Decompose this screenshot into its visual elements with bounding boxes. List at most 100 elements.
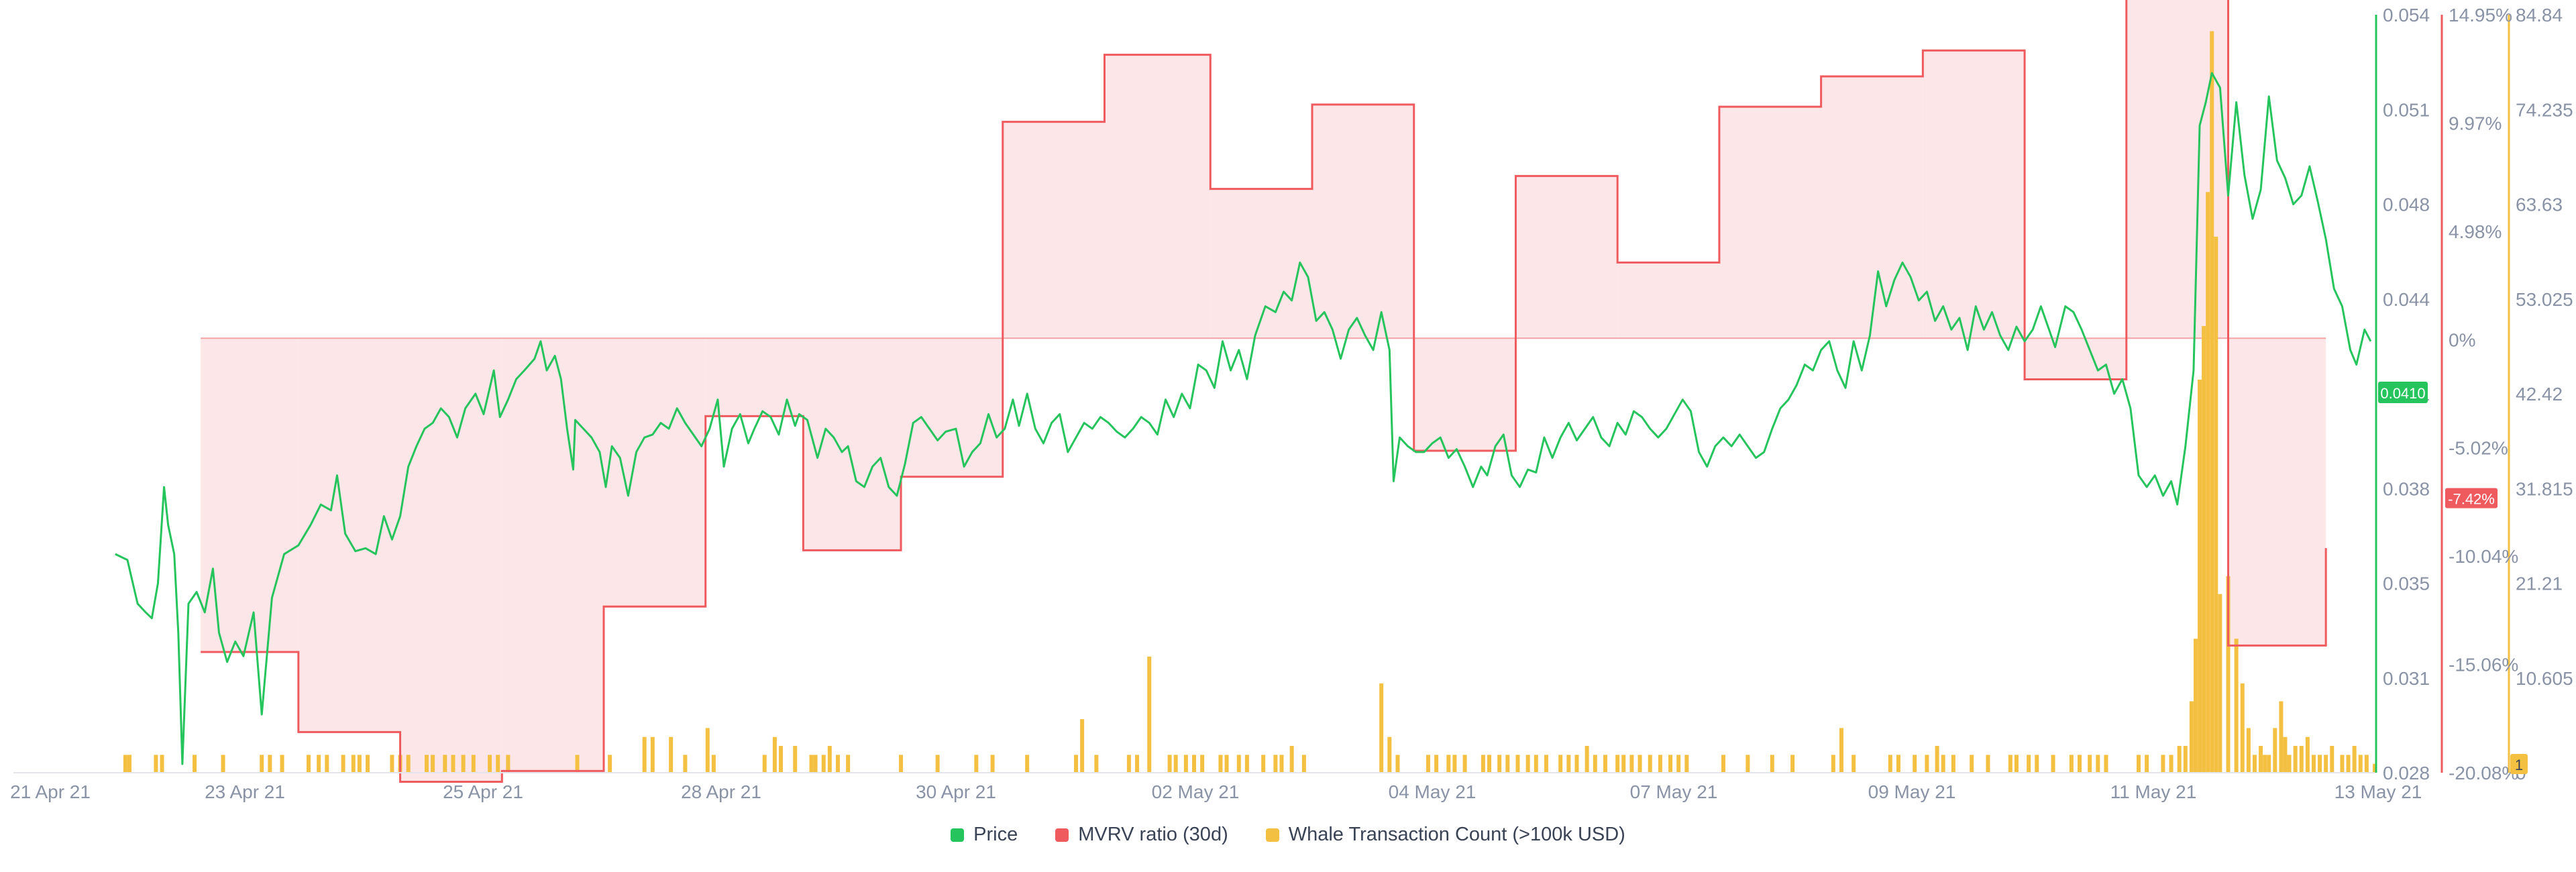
whale-bar bbox=[2352, 746, 2357, 773]
whale-bar bbox=[1236, 755, 1241, 773]
whale-bar bbox=[2014, 755, 2019, 773]
mvrv-tick-label: 4.98% bbox=[2449, 221, 2502, 242]
x-tick-label: 25 Apr 21 bbox=[443, 781, 523, 802]
whale-bar bbox=[1462, 755, 1467, 773]
whale-bar bbox=[506, 755, 511, 773]
whale-tick-label: 74.235 bbox=[2516, 99, 2573, 120]
whale-bar bbox=[221, 755, 225, 773]
whale-bar bbox=[1896, 755, 1900, 773]
whale-bar bbox=[2145, 755, 2149, 773]
whale-tick-label: 42.42 bbox=[2516, 384, 2563, 404]
whale-bar bbox=[471, 755, 476, 773]
whale-bar bbox=[1224, 755, 1229, 773]
whale-bar bbox=[1941, 755, 1945, 773]
x-tick-label: 09 May 21 bbox=[1868, 781, 1956, 802]
mvrv-line bbox=[201, 0, 2327, 783]
whale-bar bbox=[2252, 755, 2257, 773]
mvrv-fill-segment bbox=[2228, 338, 2326, 646]
whale-bar bbox=[772, 737, 777, 773]
whale-bar bbox=[2137, 755, 2141, 773]
whale-bar bbox=[1585, 746, 1589, 773]
whale-bar bbox=[1192, 755, 1196, 773]
price-tick-label: 0.031 bbox=[2383, 668, 2430, 689]
whale-bar bbox=[1629, 755, 1634, 773]
whale-bar bbox=[990, 755, 995, 773]
whale-bar bbox=[2193, 639, 2198, 773]
whale-tick-label: 21.21 bbox=[2516, 574, 2563, 594]
whale-bar bbox=[1534, 755, 1538, 773]
legend-item-price[interactable]: Price bbox=[951, 824, 1018, 846]
whale-bar bbox=[1913, 755, 1917, 773]
whale-bar bbox=[2273, 728, 2277, 773]
whale-bar bbox=[1648, 755, 1652, 773]
legend-item-mvrv[interactable]: MVRV ratio (30d) bbox=[1055, 824, 1228, 846]
x-tick-label: 04 May 21 bbox=[1389, 781, 1477, 802]
whale-bar bbox=[650, 737, 655, 773]
whale-bar bbox=[1218, 755, 1223, 773]
price-tick-label: 0.035 bbox=[2383, 574, 2430, 594]
whale-bar bbox=[1790, 755, 1795, 773]
whale-bar bbox=[1935, 746, 1939, 773]
whale-bar bbox=[1301, 755, 1306, 773]
whale-bar bbox=[2214, 236, 2218, 773]
whale-bar bbox=[2287, 755, 2292, 773]
whale-bar bbox=[193, 755, 197, 773]
whale-bar bbox=[2189, 701, 2194, 773]
whale-bar bbox=[154, 755, 158, 773]
whale-bar bbox=[2008, 755, 2012, 773]
whale-bar bbox=[1434, 755, 1439, 773]
mvrv-fill-segment bbox=[1617, 262, 1719, 339]
legend-swatch-mvrv bbox=[1055, 828, 1069, 842]
whale-bar bbox=[2183, 746, 2188, 773]
whale-bar bbox=[1426, 755, 1430, 773]
price-line bbox=[115, 72, 2372, 765]
whale-bar bbox=[2226, 576, 2231, 773]
whale-bar bbox=[1481, 755, 1485, 773]
whale-bar bbox=[2283, 737, 2288, 773]
mvrv-fill-layer bbox=[201, 0, 2326, 782]
whale-bar bbox=[2035, 755, 2039, 773]
axes-layer bbox=[13, 15, 2510, 773]
whale-bar bbox=[2198, 379, 2202, 773]
whale-bar bbox=[2161, 755, 2165, 773]
whale-bar bbox=[1289, 746, 1294, 773]
whale-bar bbox=[2267, 755, 2271, 773]
whale-bar bbox=[2373, 763, 2377, 773]
price-tick-label: 0.038 bbox=[2383, 478, 2430, 499]
whale-bar bbox=[1658, 755, 1662, 773]
whale-tick-label: 53.025 bbox=[2516, 289, 2573, 310]
whale-bar bbox=[642, 737, 647, 773]
legend-item-whale[interactable]: Whale Transaction Count (>100k USD) bbox=[1265, 824, 1625, 846]
whale-bar bbox=[683, 755, 688, 773]
whale-bar bbox=[935, 755, 940, 773]
whale-bar bbox=[1558, 755, 1563, 773]
whale-bar bbox=[2340, 755, 2345, 773]
whale-bar bbox=[2069, 755, 2074, 773]
mvrv-fill-segment bbox=[1002, 121, 1105, 339]
whale-bar bbox=[2104, 755, 2108, 773]
whale-bar bbox=[443, 755, 447, 773]
whale-bar bbox=[1668, 755, 1673, 773]
whale-current-badge bbox=[2510, 754, 2528, 774]
x-tick-label: 30 Apr 21 bbox=[916, 781, 996, 802]
whale-bar bbox=[821, 755, 826, 773]
whale-bar bbox=[2330, 746, 2334, 773]
x-tick-label: 11 May 21 bbox=[2110, 781, 2197, 802]
whale-bar bbox=[1721, 755, 1725, 773]
whale-bar bbox=[1593, 755, 1597, 773]
whale-bar bbox=[2206, 192, 2210, 773]
whale-bar bbox=[1094, 755, 1099, 773]
legend-label-mvrv: MVRV ratio (30d) bbox=[1078, 824, 1228, 845]
whale-bar bbox=[357, 755, 362, 773]
whale-bar bbox=[1970, 755, 1974, 773]
whale-bar bbox=[1851, 755, 1856, 773]
whale-bar bbox=[341, 755, 345, 773]
whale-bar bbox=[575, 755, 580, 773]
whale-bar bbox=[1986, 755, 1990, 773]
x-tick-label: 02 May 21 bbox=[1152, 781, 1240, 802]
whale-bar bbox=[1888, 755, 1892, 773]
mvrv-fill-segment bbox=[298, 338, 400, 732]
whale-bar bbox=[1244, 755, 1249, 773]
whale-bar bbox=[2311, 755, 2316, 773]
